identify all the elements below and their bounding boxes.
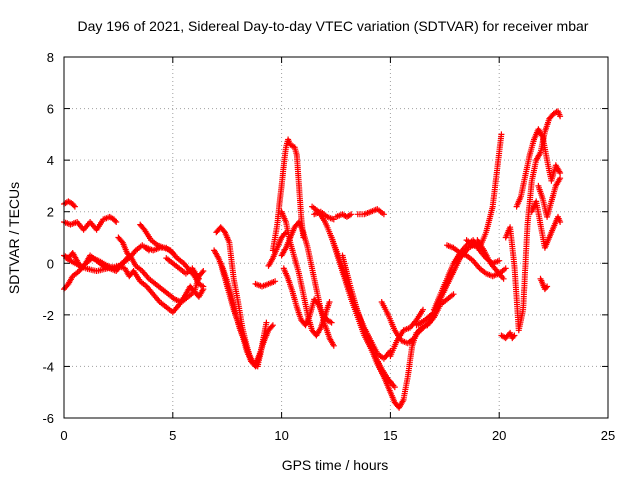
series-arc36 <box>528 198 564 251</box>
series-arc18 <box>280 265 335 329</box>
data-point-markers <box>143 244 176 256</box>
series-arc13 <box>252 278 279 290</box>
series-arc34 <box>502 108 564 334</box>
y-tick-label: -2 <box>42 308 54 323</box>
x-tick-label: 20 <box>492 428 506 443</box>
data-point-markers <box>265 229 289 269</box>
data-point-markers <box>498 329 518 342</box>
y-tick-label: 2 <box>47 205 54 220</box>
series-arc33 <box>498 329 518 342</box>
series-arc2 <box>61 213 120 233</box>
y-tick-label: 6 <box>47 102 54 117</box>
data-point-markers <box>252 278 279 290</box>
data-point-markers <box>163 255 202 282</box>
series-arc19 <box>309 203 394 362</box>
data-point-markers <box>115 234 207 305</box>
y-tick-label: -4 <box>42 359 54 374</box>
data-point-markers <box>61 213 120 233</box>
data-point-markers <box>474 237 507 282</box>
series-arc38 <box>537 275 551 293</box>
data-point-markers <box>537 275 551 293</box>
x-tick-label: 0 <box>60 428 67 443</box>
data-point-markers <box>333 211 355 220</box>
data-series <box>61 108 564 411</box>
series-arc31 <box>463 131 505 251</box>
data-point-markers <box>387 306 426 360</box>
data-point-markers <box>354 206 387 218</box>
data-point-markers <box>413 239 481 329</box>
grid <box>64 57 608 418</box>
y-tick-label: -6 <box>42 411 54 426</box>
series-arc8 <box>143 244 176 256</box>
series-arc35 <box>513 126 564 210</box>
data-point-markers <box>311 208 337 223</box>
data-point-markers <box>269 136 307 254</box>
x-tick-label: 15 <box>383 428 397 443</box>
series-arc29 <box>413 239 481 329</box>
data-point-markers <box>513 126 564 210</box>
series-arc27 <box>387 306 426 360</box>
series-arc23 <box>333 211 355 220</box>
data-point-markers <box>535 175 564 220</box>
data-point-markers <box>217 260 276 367</box>
y-tick-label: 0 <box>47 256 54 271</box>
y-axis-label: SDTVAR / TECUs <box>6 182 22 294</box>
series-arc15 <box>269 136 307 254</box>
axis-ticks: 0 5 10 15 20 25 -6 -4 -2 0 2 4 6 8 <box>42 50 615 443</box>
series-arc32 <box>474 237 507 282</box>
data-point-markers <box>528 198 564 251</box>
series-arc6 <box>115 234 207 305</box>
data-point-markers <box>280 265 335 329</box>
x-tick-label: 25 <box>601 428 615 443</box>
x-tick-label: 5 <box>169 428 176 443</box>
x-axis-label: GPS time / hours <box>282 457 389 473</box>
data-point-markers <box>502 108 564 334</box>
y-tick-label: 8 <box>47 50 54 65</box>
x-tick-label: 10 <box>274 428 288 443</box>
data-point-markers <box>463 131 505 251</box>
plot-frame <box>63 56 609 419</box>
series-arc37 <box>535 175 564 220</box>
y-tick-label: 4 <box>47 153 54 168</box>
series-arc24 <box>354 206 387 218</box>
series-arc12 <box>217 260 276 367</box>
data-point-markers <box>309 203 394 362</box>
series-arc9 <box>163 255 202 282</box>
chart-title: Day 196 of 2021, Sidereal Day-to-day VTE… <box>78 18 589 34</box>
series-arc20 <box>311 208 337 223</box>
series-arc14 <box>265 229 289 269</box>
